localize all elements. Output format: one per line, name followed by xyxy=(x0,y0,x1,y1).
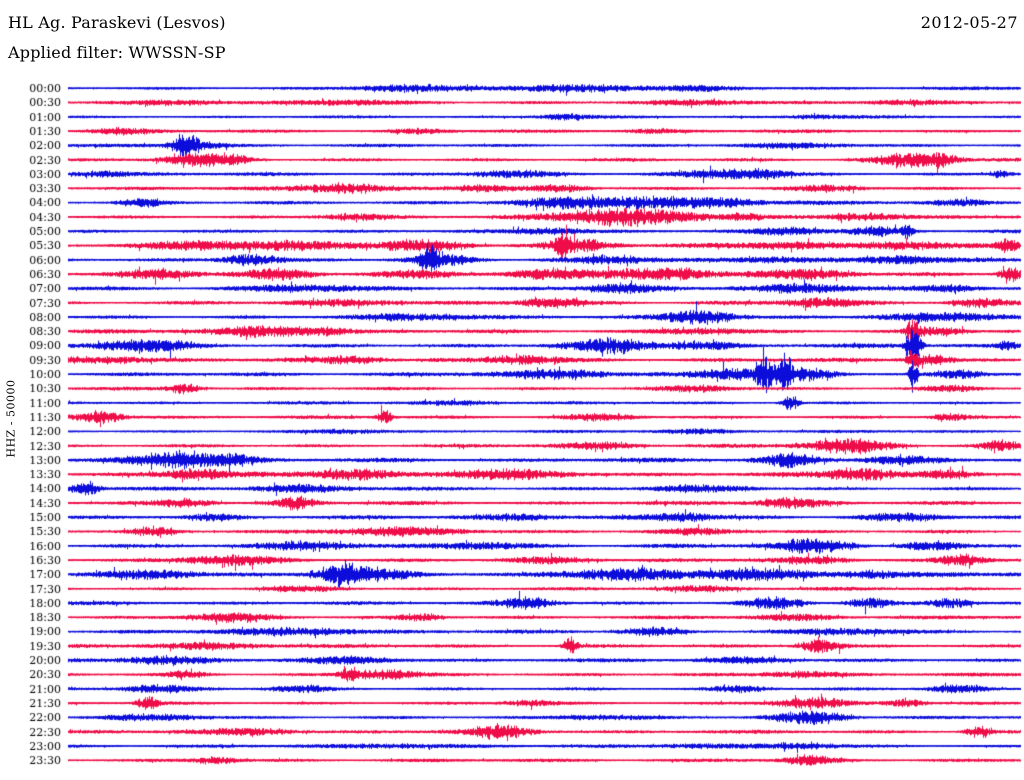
y-axis-label: HHZ - 50000 xyxy=(4,379,18,458)
filter-label: Applied filter: WWSSN-SP xyxy=(8,43,226,62)
record-date: 2012-05-27 xyxy=(920,13,1018,32)
station-title: HL Ag. Paraskevi (Lesvos) xyxy=(8,13,226,32)
